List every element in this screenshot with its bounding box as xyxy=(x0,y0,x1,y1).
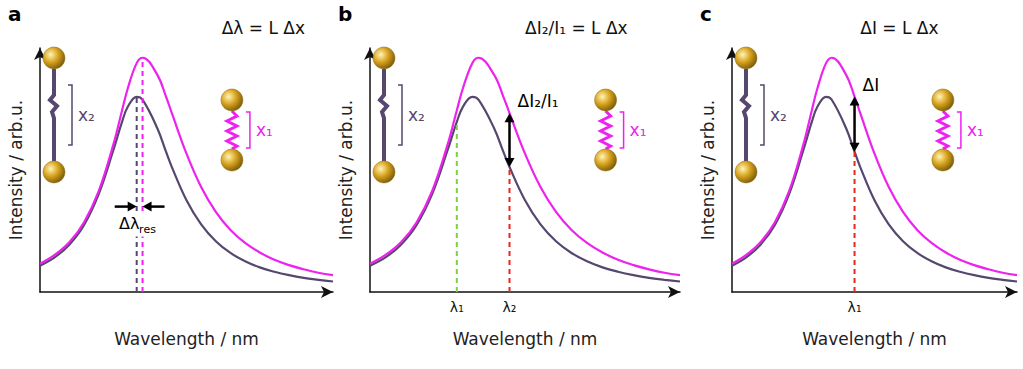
svg-text:x₂: x₂ xyxy=(78,105,95,125)
svg-text:Δλ: Δλ xyxy=(119,214,139,233)
svg-text:Wavelength / nm: Wavelength / nm xyxy=(802,329,947,349)
svg-text:ΔI₂/I₁: ΔI₂/I₁ xyxy=(518,91,559,111)
svg-text:Intensity / arb.u.: Intensity / arb.u. xyxy=(336,100,356,240)
svg-text:x₂: x₂ xyxy=(770,105,787,125)
svg-text:λ₂: λ₂ xyxy=(503,299,517,315)
svg-text:x₁: x₁ xyxy=(967,120,984,140)
svg-text:res: res xyxy=(139,223,156,236)
svg-text:c: c xyxy=(700,2,712,26)
svg-text:b: b xyxy=(338,2,352,26)
svg-text:Wavelength / nm: Wavelength / nm xyxy=(453,329,598,349)
svg-text:x₂: x₂ xyxy=(408,105,425,125)
svg-text:Δλ = L Δx: Δλ = L Δx xyxy=(222,18,305,38)
svg-text:Intensity / arb.u.: Intensity / arb.u. xyxy=(6,100,26,240)
svg-text:λ₁: λ₁ xyxy=(450,299,464,315)
svg-text:λ₁: λ₁ xyxy=(848,299,862,315)
svg-text:x₁: x₁ xyxy=(256,120,273,140)
svg-text:ΔI₂/I₁ = L Δx: ΔI₂/I₁ = L Δx xyxy=(525,18,628,38)
svg-text:Intensity / arb.u.: Intensity / arb.u. xyxy=(698,100,718,240)
svg-text:ΔI: ΔI xyxy=(863,75,880,95)
svg-text:ΔI = L Δx: ΔI = L Δx xyxy=(860,18,938,38)
svg-text:x₁: x₁ xyxy=(630,120,647,140)
svg-text:a: a xyxy=(8,2,22,26)
svg-text:Wavelength / nm: Wavelength / nm xyxy=(114,329,259,349)
